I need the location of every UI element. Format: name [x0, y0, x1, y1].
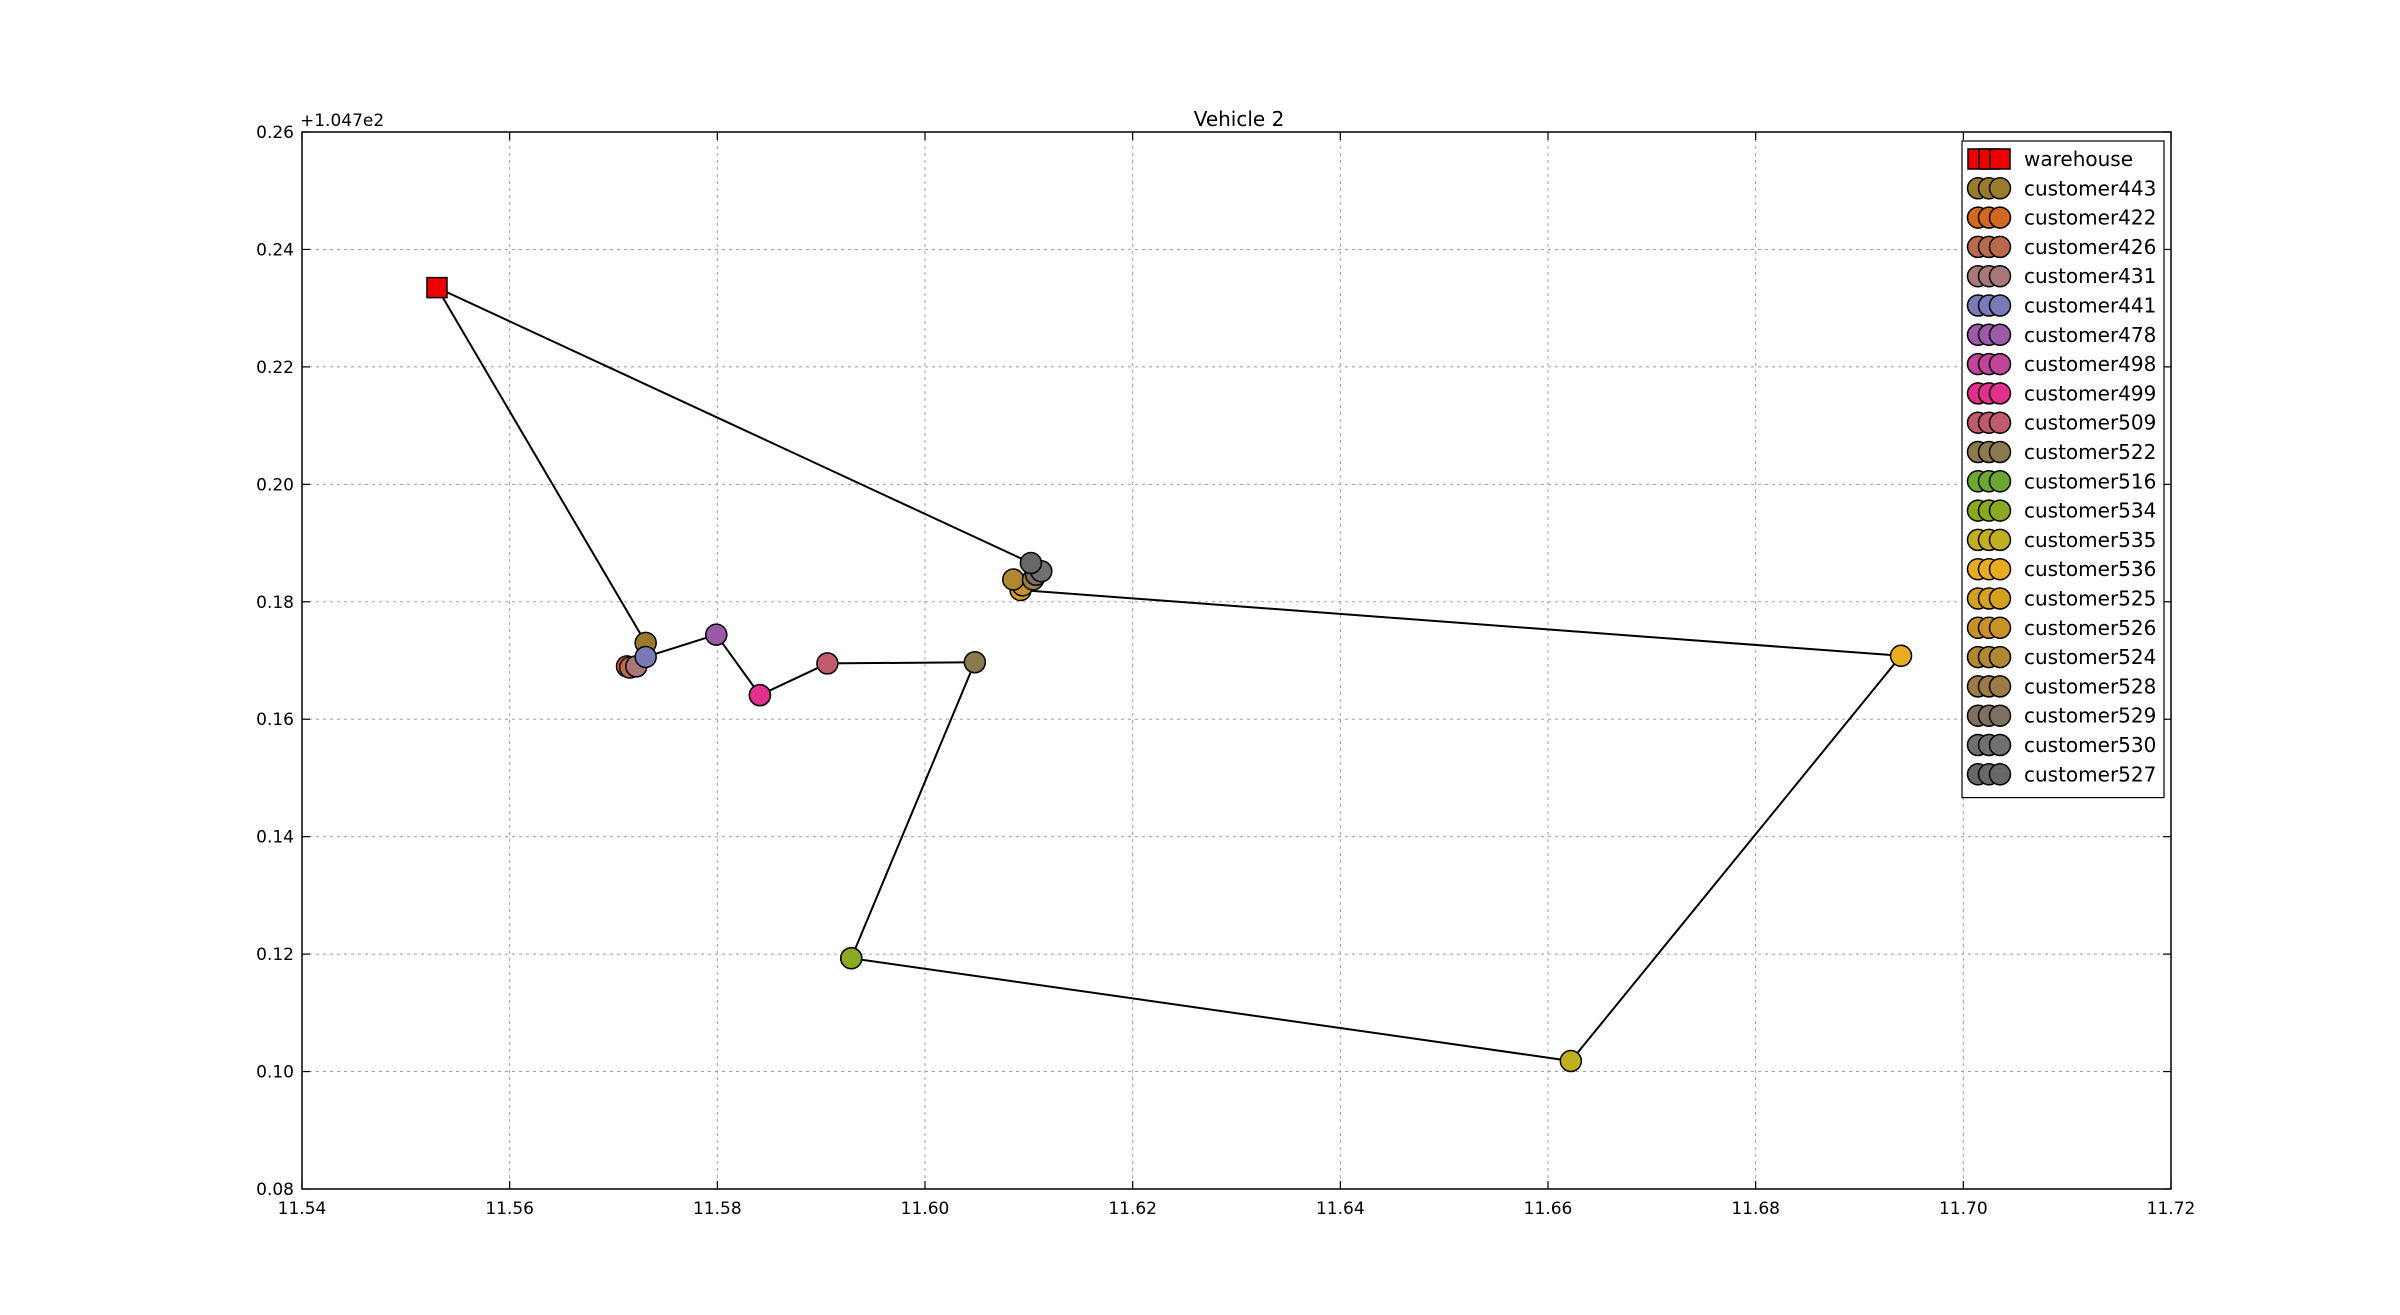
y-tick-label: 0.16: [256, 710, 294, 730]
legend-marker: [1988, 323, 2012, 347]
y-tick-label: 0.14: [256, 828, 294, 848]
x-tick-label: 11.62: [1108, 1199, 1157, 1219]
legend-marker: [1988, 411, 2012, 434]
legend-label: customer443: [2024, 176, 2156, 200]
legend-label: customer530: [2024, 733, 2156, 757]
marker-customer536: [1889, 644, 1913, 668]
y-tick-label: 0.24: [256, 240, 294, 260]
legend-label: customer536: [2024, 557, 2156, 581]
legend-label: customer441: [2024, 294, 2156, 318]
marker-customer524: [1002, 568, 1025, 591]
chart-title: Vehicle 2: [1194, 107, 1285, 131]
route-segment: [1020, 589, 1902, 657]
x-axis: 11.54 11.56 11.58 11.60 11.62 11.64 11.66 11.68…: [278, 132, 2196, 1219]
legend-label: customer422: [2024, 206, 2156, 230]
route-segment: [436, 286, 1032, 564]
route-path: [435, 286, 1903, 1065]
route-segment: [850, 661, 976, 959]
route-segment: [645, 633, 717, 658]
legend-marker: [1988, 557, 2012, 581]
marker-customer522: [963, 651, 987, 674]
legend-label: customer516: [2024, 469, 2156, 493]
data-points: [426, 276, 1913, 1073]
y-tick-label: 0.20: [256, 475, 294, 495]
legend-label: customer527: [2024, 762, 2156, 786]
marker-customer527: [1019, 551, 1043, 575]
y-axis: 0.08 0.10 0.12 0.14 0.16 0.18 0.20 0.22 0.24 0.26: [256, 123, 2171, 1200]
marker-customer478: [705, 623, 728, 646]
legend-marker: [1988, 382, 2012, 405]
x-tick-label: 11.66: [1524, 1199, 1573, 1219]
marker-warehouse: [426, 276, 448, 299]
y-tick-label: 0.18: [256, 593, 294, 613]
legend-label: customer426: [2024, 235, 2156, 259]
x-tick-label: 11.58: [693, 1199, 742, 1219]
x-tick-label: 11.54: [278, 1199, 327, 1219]
marker-customer509: [816, 652, 839, 675]
legend-marker: [1988, 235, 2012, 259]
legend-marker: [1988, 733, 2012, 757]
y-offset-label: +1.047e2: [300, 111, 384, 131]
legend-label: customer478: [2024, 323, 2156, 347]
marker-customer535: [1559, 1049, 1583, 1073]
legend-label: customer525: [2024, 587, 2156, 611]
route-segment: [715, 634, 761, 696]
legend-label: customer509: [2024, 411, 2156, 435]
legend-label: customer528: [2024, 674, 2156, 698]
legend-label: warehouse: [2024, 147, 2133, 171]
route-segment: [759, 662, 828, 697]
legend-marker: [1988, 645, 2012, 669]
legend-marker: [1988, 528, 2012, 552]
legend-marker: [1988, 440, 2012, 464]
route-segment: [436, 287, 647, 644]
legend-label: customer499: [2024, 381, 2156, 405]
legend-marker: [1988, 675, 2012, 698]
y-tick-label: 0.22: [256, 358, 294, 378]
legend-marker: [1988, 704, 2012, 727]
y-tick-label: 0.10: [256, 1063, 294, 1083]
legend-label: customer535: [2024, 528, 2156, 552]
legend-label: customer431: [2024, 264, 2156, 288]
legend-label: customer529: [2024, 704, 2156, 728]
legend-label: customer498: [2024, 352, 2156, 376]
legend-marker: [1988, 616, 2012, 640]
y-tick-label: 0.12: [256, 945, 294, 965]
plot-frame: [301, 131, 2172, 1190]
legend-marker: [1988, 763, 2012, 786]
legend-label: customer534: [2024, 499, 2156, 523]
legend-label: customer524: [2024, 645, 2156, 669]
legend-marker: [1988, 264, 2012, 288]
x-tick-label: 11.64: [1316, 1199, 1365, 1219]
y-tick-label: 0.26: [256, 123, 294, 143]
legend-marker: [1988, 499, 2012, 522]
x-tick-label: 11.68: [1731, 1199, 1780, 1219]
route-segment: [1570, 655, 1902, 1062]
grid: [301, 131, 2172, 1190]
legend-marker: [1988, 587, 2012, 610]
marker-customer441: [634, 645, 657, 669]
legend-marker: [1988, 294, 2012, 317]
legend-label: customer526: [2024, 616, 2156, 640]
x-tick-label: 11.70: [1939, 1199, 1988, 1219]
legend-marker: [1988, 206, 2012, 229]
y-tick-label: 0.08: [256, 1180, 294, 1200]
x-tick-label: 11.60: [901, 1199, 950, 1219]
route-segment: [827, 661, 975, 665]
legend-marker: [1988, 470, 2012, 493]
route-segment: [851, 957, 1571, 1062]
legend-marker: [1988, 177, 2012, 200]
x-tick-label: 11.72: [2147, 1199, 2196, 1219]
marker-customer534: [840, 946, 863, 970]
legend: warehouse customer443 customer422 customer4…: [1961, 140, 2165, 799]
legend-marker: [1989, 148, 2011, 170]
legend-label: customer522: [2024, 440, 2156, 464]
x-tick-label: 11.56: [485, 1199, 534, 1219]
marker-customer499: [748, 683, 772, 707]
legend-marker: [1988, 352, 2012, 376]
